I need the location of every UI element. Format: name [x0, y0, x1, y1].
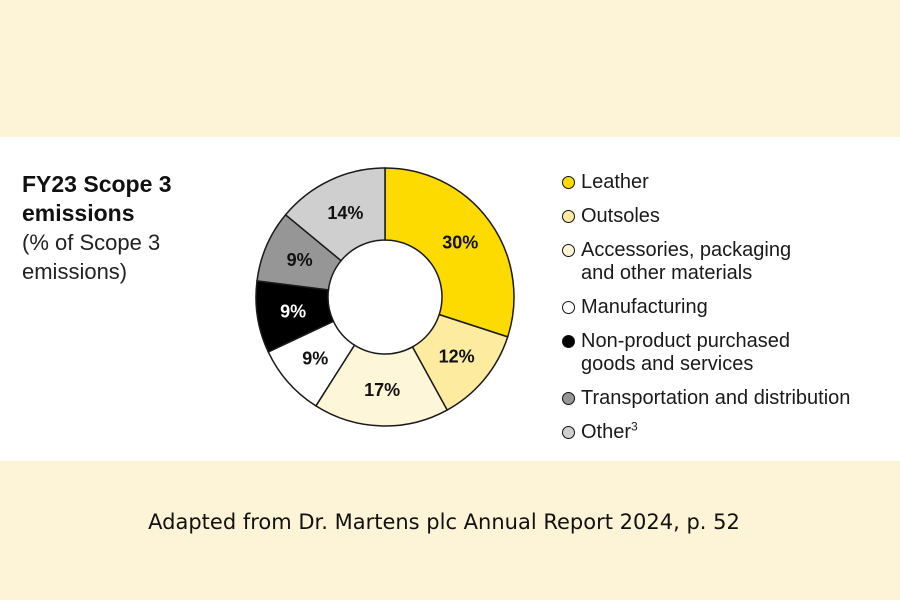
- slice-label: 9%: [302, 349, 328, 369]
- legend-label-line-2: and other materials: [581, 262, 753, 284]
- legend-item: Manufacturing: [562, 296, 892, 319]
- legend-swatch-icon: [562, 301, 575, 314]
- legend-label: Other: [581, 421, 632, 443]
- chart-legend: Leather Outsoles Accessories, packaging and…: [562, 171, 892, 455]
- legend-swatch-icon: [562, 176, 575, 189]
- legend-label: Non-product purchased: [581, 330, 791, 352]
- chart-panel: FY23 Scope 3 emissions (% of Scope 3 emi…: [0, 137, 900, 461]
- slice-label: 9%: [287, 250, 313, 270]
- slice-label: 30%: [442, 232, 478, 252]
- legend-swatch-icon: [562, 392, 575, 405]
- legend-item: Outsoles: [562, 205, 892, 228]
- slice-label: 14%: [327, 203, 363, 223]
- legend-label: Leather: [581, 171, 649, 193]
- legend-item: Non-product purchased goods and services: [562, 330, 892, 376]
- legend-label: Manufacturing: [581, 296, 708, 318]
- legend-swatch-icon: [562, 426, 575, 439]
- legend-label: Outsoles: [581, 205, 660, 227]
- slice-label: 9%: [280, 302, 306, 322]
- legend-item: Other3: [562, 419, 892, 444]
- legend-item: Accessories, packaging and other material…: [562, 239, 892, 285]
- legend-swatch-icon: [562, 210, 575, 223]
- chart-title-block: FY23 Scope 3 emissions (% of Scope 3 emi…: [22, 170, 242, 286]
- legend-label-line-2: goods and services: [581, 353, 754, 375]
- chart-title-line-1: FY23 Scope 3: [22, 171, 172, 197]
- legend-item: Leather: [562, 171, 892, 194]
- legend-label: Transportation and distribution: [581, 387, 851, 409]
- donut-chart: 30% 12% 17% 9% 9% 9% 14%: [255, 167, 515, 427]
- legend-footnote: 3: [631, 419, 638, 434]
- legend-swatch-icon: [562, 244, 575, 257]
- source-caption: Adapted from Dr. Martens plc Annual Repo…: [148, 510, 740, 534]
- slice-label: 17%: [364, 380, 400, 400]
- legend-label: Accessories, packaging: [581, 239, 792, 261]
- legend-item: Transportation and distribution: [562, 387, 892, 410]
- legend-swatch-icon: [562, 335, 575, 348]
- chart-subtitle-line-1: (% of Scope 3: [22, 230, 161, 255]
- slice-leather: [384, 167, 515, 338]
- slice-other: [284, 167, 386, 262]
- slice-label: 12%: [439, 346, 475, 366]
- slice-accessories-packaging-and-other-materials: [314, 344, 449, 427]
- chart-subtitle-line-2: emissions): [22, 259, 128, 284]
- chart-title-line-2: emissions: [22, 200, 135, 226]
